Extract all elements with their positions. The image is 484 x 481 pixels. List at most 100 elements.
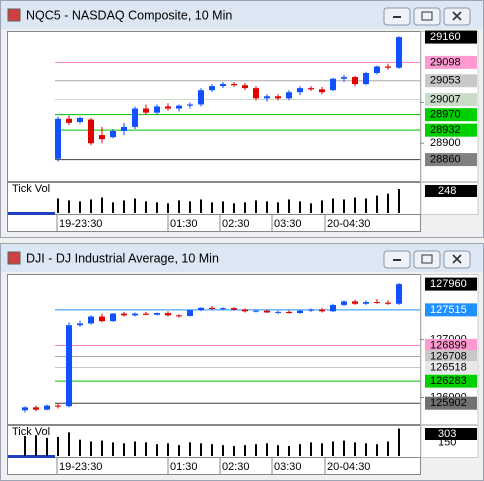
candle-body [154, 106, 160, 113]
candle-body [341, 77, 347, 79]
volume-bar [57, 198, 59, 213]
candle-body [275, 96, 281, 99]
price-level-box [425, 350, 477, 364]
candle-body [286, 311, 292, 314]
candle-body [385, 302, 391, 304]
candle-body [253, 88, 259, 99]
candle-body [154, 313, 160, 315]
candle-body [143, 313, 149, 315]
volume-bar [134, 441, 136, 456]
volume-bar [299, 201, 301, 213]
volume-bar [178, 200, 180, 213]
restore-button[interactable] [413, 7, 441, 26]
volume-bar [255, 200, 257, 213]
candle-body [363, 302, 369, 304]
volume-bar [24, 436, 26, 456]
candle-body [55, 405, 61, 407]
candle-body [165, 106, 171, 109]
volume-bar [145, 442, 147, 456]
volume-title: Tick Vol [12, 426, 50, 438]
window-icon [7, 8, 21, 22]
volume-bar [332, 198, 334, 213]
volume-bar [211, 202, 213, 213]
last-volume-label: 248 [438, 185, 456, 197]
candle-body [319, 89, 325, 93]
volume-bar [90, 441, 92, 456]
price-level-label: 126283 [430, 375, 467, 387]
volume-bar [277, 445, 279, 456]
volume-bar [310, 203, 312, 213]
volume-bar [354, 197, 356, 213]
price-level-label: 126708 [430, 350, 467, 362]
candle-body [77, 117, 83, 123]
candle-body [363, 73, 369, 85]
volume-bar [398, 428, 400, 456]
candle-body [220, 308, 226, 310]
last-price-box [425, 277, 477, 291]
candle-body [176, 315, 182, 317]
volume-bar [167, 443, 169, 456]
price-level-label: 28970 [430, 109, 461, 121]
candle-body [110, 131, 116, 138]
price-level-box [425, 339, 477, 353]
candle-body [187, 104, 193, 106]
volume-bar [222, 201, 224, 213]
volume-bar [112, 442, 114, 456]
volume-bar [376, 195, 378, 213]
candle-body [209, 307, 215, 309]
time-label: 20-04:30 [327, 218, 370, 230]
last-volume-box [425, 428, 477, 440]
time-label: 20-04:30 [327, 461, 370, 473]
candle-body [99, 316, 105, 322]
volume-bar [68, 432, 70, 456]
price-panel [7, 274, 421, 425]
price-level-label: 28932 [430, 124, 461, 136]
volume-bar [79, 201, 81, 213]
price-level-label: 126899 [430, 339, 467, 351]
candle-body [385, 66, 391, 68]
volume-bar [299, 444, 301, 456]
time-axis [7, 457, 421, 475]
volume-bar [343, 199, 345, 213]
volume-bar [387, 441, 389, 456]
last-price-box [425, 30, 477, 44]
time-label: 02:30 [222, 461, 250, 473]
candle-body [242, 85, 248, 89]
volume-bar [398, 189, 400, 213]
window-title: NQC5 - NASDAQ Composite, 10 Min [26, 8, 232, 22]
volume-bar [156, 202, 158, 213]
time-label: 19-23:30 [59, 461, 102, 473]
volume-bar [255, 444, 257, 456]
candle-body [396, 284, 402, 304]
candle-body [264, 96, 270, 99]
time-label: 19-23:30 [59, 218, 102, 230]
candle-body [176, 105, 182, 109]
candle-body [110, 313, 116, 322]
volume-panel [7, 425, 421, 458]
candle-body [352, 77, 358, 85]
volume-bar [46, 437, 48, 456]
volume-bar [332, 441, 334, 456]
candle-body [44, 405, 50, 410]
volume-bar [200, 443, 202, 456]
icon [452, 11, 462, 21]
candle-body [286, 92, 292, 99]
last-volume-box [425, 185, 477, 197]
icon [421, 254, 433, 264]
price-level-box [425, 93, 477, 107]
candle-body [209, 86, 215, 91]
price-level-box [425, 396, 477, 410]
candle-body [143, 108, 149, 113]
price-level-label: 29098 [430, 56, 461, 68]
candle-body [374, 302, 380, 304]
candle-body [264, 310, 270, 313]
volume-title: Tick Vol [12, 183, 50, 195]
time-axis [7, 214, 421, 232]
candle-body [132, 108, 138, 127]
last-volume-label: 303 [438, 428, 456, 440]
restore-button[interactable] [413, 250, 441, 269]
volume-bar [211, 444, 213, 456]
volume-bar [68, 200, 70, 213]
time-label: 03:30 [274, 218, 302, 230]
volume-bar [365, 443, 367, 456]
